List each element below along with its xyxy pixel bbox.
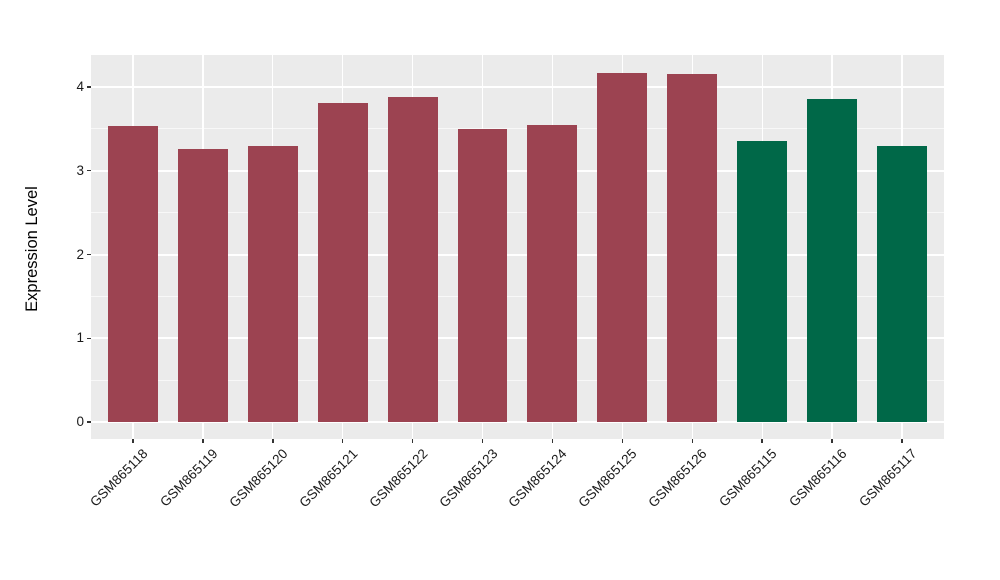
x-axis-tick [411,439,414,443]
x-axis-tick [132,439,134,443]
x-axis-tick [551,439,554,443]
bar-GSM865118 [107,126,158,423]
bar-GSM865117 [877,146,927,423]
x-axis-tick [272,439,274,443]
gridline-major [91,85,944,88]
x-axis-tick [341,439,344,443]
y-axis-tick [87,253,91,256]
bar-GSM865119 [177,148,228,423]
bar-GSM865125 [597,73,648,423]
y-axis-tick [87,169,91,172]
y-axis-tick-label: 3 [76,162,84,178]
bar-GSM865126 [667,74,718,423]
x-axis-tick [831,439,833,443]
gridline-major [91,337,944,340]
y-axis-tick-label: 0 [76,414,84,430]
y-axis-tick [87,86,91,88]
bar-GSM865116 [807,98,858,423]
gridline-major [91,421,944,424]
gridline-major [91,169,944,172]
x-axis-tick [202,439,204,443]
bar-GSM865124 [527,125,578,423]
bar-GSM865115 [737,140,788,423]
bar-GSM865123 [457,128,508,423]
x-axis-tick [691,439,694,443]
y-axis-tick-label: 4 [76,78,84,94]
y-axis-title: Expression Level [23,186,41,312]
gridline-minor [91,295,944,297]
plot-panel [91,55,944,439]
x-axis-tick [621,439,624,443]
gridline-major [91,253,944,256]
x-axis-tick [901,439,903,443]
x-axis-tick [761,439,763,443]
gridline-minor [91,379,944,381]
bar-GSM865120 [247,146,298,423]
y-axis-tick [87,337,91,340]
y-axis-tick-label: 1 [76,330,84,346]
bar-GSM865121 [317,102,368,423]
x-axis-tick [481,439,484,443]
y-axis-tick-label: 2 [76,246,84,262]
gridline-minor [91,212,944,214]
y-axis-tick [87,421,91,423]
gridline-minor [91,128,944,130]
bar-GSM865122 [387,96,438,423]
